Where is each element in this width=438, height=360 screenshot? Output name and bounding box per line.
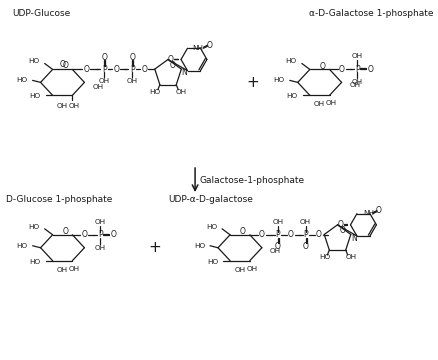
- Text: O: O: [83, 65, 89, 74]
- Text: O: O: [339, 226, 345, 235]
- Text: OH: OH: [69, 103, 80, 109]
- Text: O: O: [60, 60, 65, 69]
- Text: OH: OH: [69, 266, 80, 272]
- Text: OH: OH: [351, 79, 362, 85]
- Text: O: O: [240, 227, 245, 236]
- Text: OH: OH: [99, 78, 110, 84]
- Text: HO: HO: [17, 77, 28, 84]
- Text: OH: OH: [314, 101, 325, 107]
- Text: OH: OH: [95, 219, 106, 225]
- Text: O: O: [113, 65, 119, 74]
- Text: HO: HO: [206, 259, 218, 265]
- Text: O: O: [141, 65, 147, 74]
- Text: OH: OH: [349, 82, 360, 88]
- Text: O: O: [62, 61, 68, 70]
- Text: P: P: [102, 65, 106, 74]
- Text: N: N: [181, 68, 187, 77]
- Text: O: O: [206, 41, 212, 50]
- Text: P: P: [98, 230, 102, 239]
- Text: O: O: [375, 206, 381, 215]
- Text: O: O: [287, 230, 293, 239]
- Text: O: O: [367, 65, 372, 74]
- Text: O: O: [62, 227, 68, 236]
- Text: NH: NH: [192, 45, 203, 51]
- Text: OH: OH: [272, 219, 283, 225]
- Text: OH: OH: [269, 248, 280, 254]
- Text: O: O: [129, 53, 135, 62]
- Text: HO: HO: [29, 259, 41, 265]
- Text: O: O: [315, 230, 321, 239]
- Text: HO: HO: [285, 58, 296, 64]
- Text: O: O: [170, 61, 176, 70]
- Text: O: O: [302, 242, 308, 251]
- Text: Galactose-1-phosphate: Galactose-1-phosphate: [198, 176, 304, 185]
- Text: HO: HO: [149, 89, 160, 95]
- Text: +: +: [148, 240, 161, 255]
- Text: P: P: [303, 230, 307, 239]
- Text: N: N: [350, 234, 356, 243]
- Text: O: O: [258, 230, 264, 239]
- Text: OH: OH: [92, 84, 103, 90]
- Text: O: O: [319, 62, 325, 71]
- Text: OH: OH: [234, 267, 245, 273]
- Text: HO: HO: [28, 224, 39, 230]
- Text: UDP-α-D-galactose: UDP-α-D-galactose: [168, 195, 252, 204]
- Text: NH: NH: [362, 210, 373, 216]
- Text: P: P: [130, 65, 134, 74]
- Text: UDP-Glucose: UDP-Glucose: [13, 9, 71, 18]
- Text: OH: OH: [344, 254, 356, 260]
- Text: OH: OH: [57, 267, 68, 273]
- Text: O: O: [81, 230, 87, 239]
- Text: O: O: [337, 220, 343, 229]
- Text: HO: HO: [273, 77, 284, 84]
- Text: +: +: [246, 75, 259, 90]
- Text: O: O: [338, 65, 344, 74]
- Text: OH: OH: [57, 103, 68, 109]
- Text: O: O: [274, 242, 280, 251]
- Text: HO: HO: [28, 58, 39, 64]
- Text: OH: OH: [246, 266, 257, 272]
- Text: OH: OH: [325, 100, 336, 106]
- Text: HO: HO: [17, 243, 28, 249]
- Text: O: O: [110, 230, 116, 239]
- Text: HO: HO: [194, 243, 205, 249]
- Text: OH: OH: [95, 245, 106, 251]
- Text: O: O: [168, 55, 173, 64]
- Text: P: P: [275, 230, 279, 239]
- Text: HO: HO: [318, 254, 329, 260]
- Text: HO: HO: [286, 93, 297, 99]
- Text: O: O: [101, 53, 107, 62]
- Text: OH: OH: [126, 78, 138, 84]
- Text: OH: OH: [175, 89, 187, 95]
- Text: OH: OH: [300, 219, 311, 225]
- Text: P: P: [354, 65, 359, 74]
- Text: OH: OH: [351, 54, 362, 59]
- Text: HO: HO: [29, 93, 41, 99]
- Text: D-Glucose 1-phosphate: D-Glucose 1-phosphate: [6, 195, 112, 204]
- Text: α-D-Galactose 1-phosphate: α-D-Galactose 1-phosphate: [308, 9, 432, 18]
- Text: HO: HO: [205, 224, 217, 230]
